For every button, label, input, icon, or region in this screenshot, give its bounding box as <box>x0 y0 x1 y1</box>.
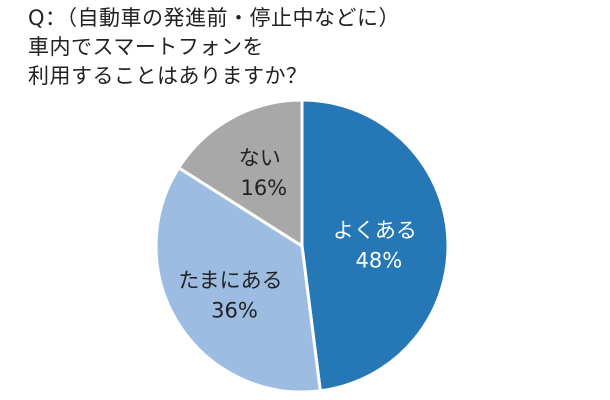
slice-label-1: たまにある <box>178 268 282 292</box>
slice-value-1: 36% <box>211 298 258 322</box>
chart-title: Q：（自動車の発進前・停止中などに） 車内でスマートフォンを 利用することはあり… <box>28 4 468 91</box>
pie-slice-0 <box>300 98 450 393</box>
pie-slice-2 <box>177 98 304 248</box>
slice-label-2: ない <box>239 146 281 170</box>
slice-label-0: よくある <box>333 218 417 242</box>
slice-value-2: 16% <box>240 176 287 200</box>
slice-value-0: 48% <box>356 248 403 272</box>
title-line-2: 車内でスマートフォンを <box>28 35 264 59</box>
title-line-3: 利用することはありますか？ <box>28 64 308 88</box>
title-line-1: Q：（自動車の発進前・停止中などに） <box>28 6 401 30</box>
pie-slice-1 <box>154 166 322 394</box>
